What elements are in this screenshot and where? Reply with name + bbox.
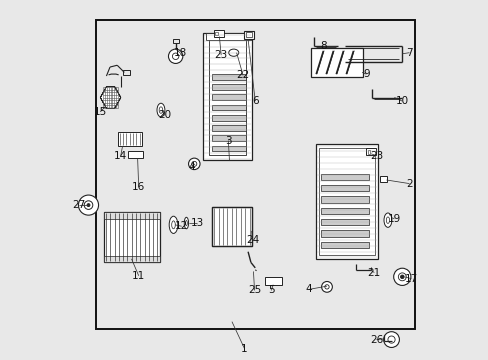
Text: 23: 23 [214,50,227,60]
Circle shape [188,158,200,170]
Text: 22: 22 [236,70,249,80]
Bar [203,33,251,160]
Bar [211,84,245,90]
Bar [211,94,245,100]
Bar [320,185,368,192]
Bar [211,105,245,110]
Text: 26: 26 [369,334,382,345]
Bar [315,144,378,259]
Ellipse shape [228,49,238,56]
Text: 17: 17 [404,274,417,284]
Text: 9: 9 [363,69,369,79]
Bar [211,135,245,141]
Text: 8: 8 [320,41,326,50]
Text: 23: 23 [369,150,382,161]
Text: 5: 5 [267,285,274,296]
Bar [211,115,245,121]
Ellipse shape [157,103,164,117]
Text: 15: 15 [94,107,107,117]
Text: 3: 3 [224,136,231,145]
Text: 27: 27 [72,200,85,210]
Bar [215,32,218,36]
Bar [123,70,129,75]
Text: 10: 10 [395,96,408,106]
Circle shape [383,332,399,347]
Text: 16: 16 [132,182,145,192]
Text: 12: 12 [175,221,188,231]
Text: 2: 2 [406,179,412,189]
Text: 6: 6 [251,96,258,106]
Bar [320,219,368,225]
Bar [244,31,253,39]
Text: 19: 19 [387,214,400,224]
Bar [208,39,246,155]
Bar [310,48,362,77]
Ellipse shape [169,216,178,233]
Bar [319,148,374,255]
Circle shape [321,282,332,292]
Text: 25: 25 [247,285,261,296]
Polygon shape [100,87,121,108]
Bar [214,30,224,37]
Text: 7: 7 [406,48,412,58]
Bar [320,230,368,237]
Circle shape [168,49,183,63]
Bar [320,174,368,180]
Bar [128,150,142,158]
Circle shape [78,195,99,215]
Bar [211,74,245,80]
Bar [172,40,178,43]
Bar [320,242,368,248]
Bar [205,33,250,40]
Text: 20: 20 [158,111,171,121]
Bar [104,256,159,262]
Text: 21: 21 [367,267,380,278]
Bar [212,207,251,246]
Bar [264,277,282,285]
Bar [96,21,414,329]
Circle shape [393,268,410,285]
Text: 14: 14 [114,150,127,161]
Bar [366,148,376,155]
Text: 4: 4 [305,284,312,294]
Bar [320,196,368,203]
Bar [211,145,245,151]
Text: 11: 11 [132,271,145,281]
Bar [320,208,368,214]
Ellipse shape [184,217,188,229]
Bar [104,212,159,219]
Bar [379,176,386,182]
Text: 24: 24 [245,235,259,245]
Circle shape [400,275,403,279]
Text: 4: 4 [188,162,194,172]
Bar [367,150,369,154]
Text: 13: 13 [190,218,203,228]
Bar [211,125,245,131]
Bar [104,212,159,262]
Ellipse shape [383,213,391,227]
Bar [212,207,251,246]
Bar [118,132,142,146]
Circle shape [87,204,90,207]
Bar [245,32,251,37]
Text: 18: 18 [173,48,186,58]
Text: 1: 1 [241,343,247,354]
